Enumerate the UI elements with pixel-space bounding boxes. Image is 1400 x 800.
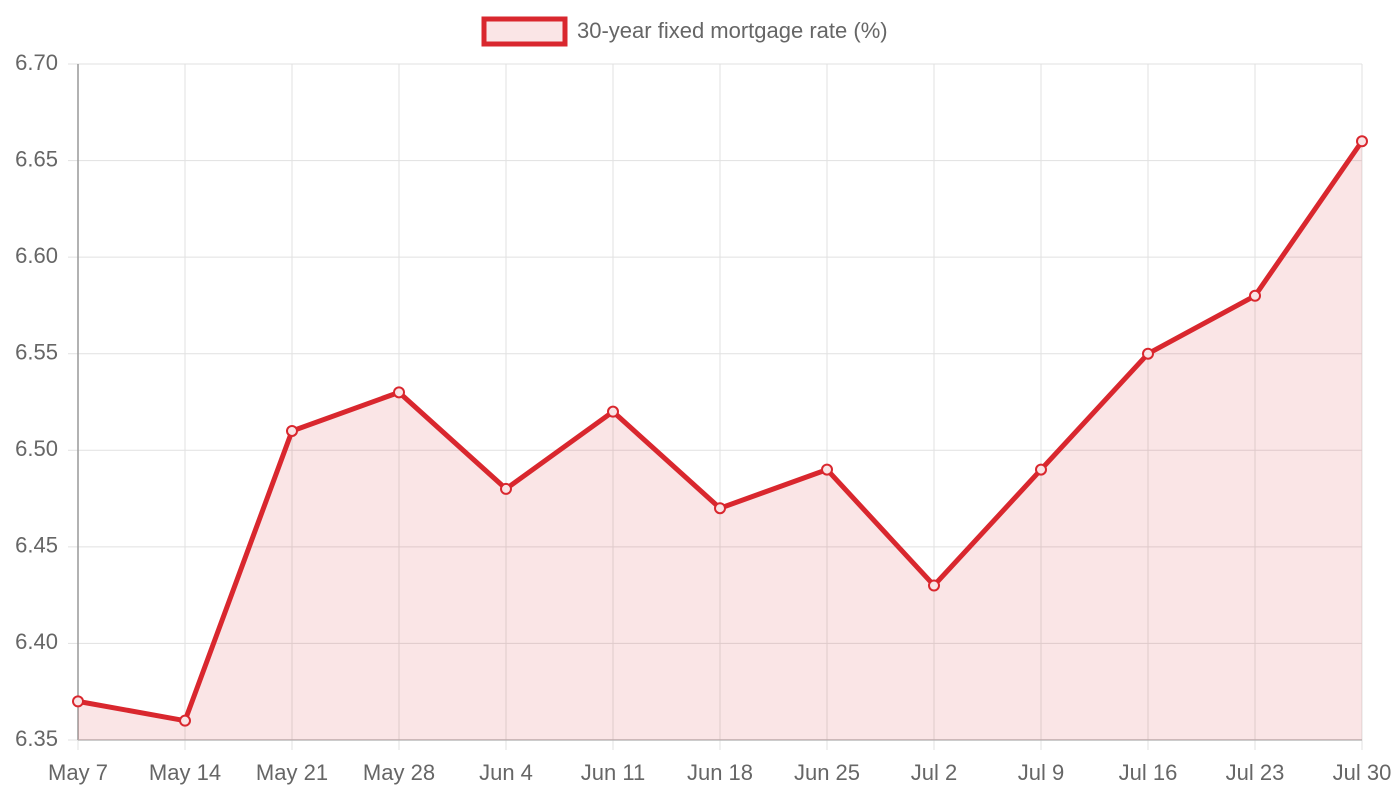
- x-tick-label: Jun 25: [794, 760, 860, 785]
- y-tick-label: 6.60: [15, 243, 58, 268]
- y-tick-label: 6.65: [15, 146, 58, 171]
- point: [500, 482, 512, 495]
- point: [714, 502, 726, 515]
- x-tick-label: Jul 23: [1226, 760, 1285, 785]
- x-tick-label: Jul 9: [1018, 760, 1064, 785]
- x-tick-label: Jul 16: [1119, 760, 1178, 785]
- point: [928, 579, 940, 592]
- point: [1249, 289, 1261, 302]
- x-tick-label: May 7: [48, 760, 108, 785]
- y-tick-label: 6.45: [15, 533, 58, 558]
- area: [78, 141, 1362, 740]
- point: [821, 463, 833, 476]
- x-tick-label: Jun 4: [479, 760, 533, 785]
- x-tick-label: Jun 18: [687, 760, 753, 785]
- x-tick-label: Jun 11: [581, 760, 645, 785]
- x-tick-label: May 21: [256, 760, 328, 785]
- point: [286, 424, 298, 437]
- point: [607, 405, 619, 418]
- point: [1035, 463, 1047, 476]
- x-tick-label: May 14: [149, 760, 221, 785]
- y-tick-label: 6.70: [15, 50, 58, 75]
- legend-swatch[interactable]: [481, 16, 568, 47]
- point: [72, 695, 84, 708]
- legend-label[interactable]: 30-year fixed mortgage rate (%): [577, 18, 888, 43]
- point: [393, 386, 405, 399]
- point: [1142, 347, 1154, 360]
- y-tick-label: 6.35: [15, 726, 58, 751]
- x-tick-label: May 28: [363, 760, 435, 785]
- x-tick-label: Jul 2: [911, 760, 957, 785]
- x-tick-label: Jul 30: [1333, 760, 1392, 785]
- y-tick-label: 6.55: [15, 340, 58, 365]
- point: [1356, 135, 1368, 148]
- point: [179, 714, 191, 727]
- y-tick-label: 6.50: [15, 436, 58, 461]
- y-tick-label: 6.40: [15, 629, 58, 654]
